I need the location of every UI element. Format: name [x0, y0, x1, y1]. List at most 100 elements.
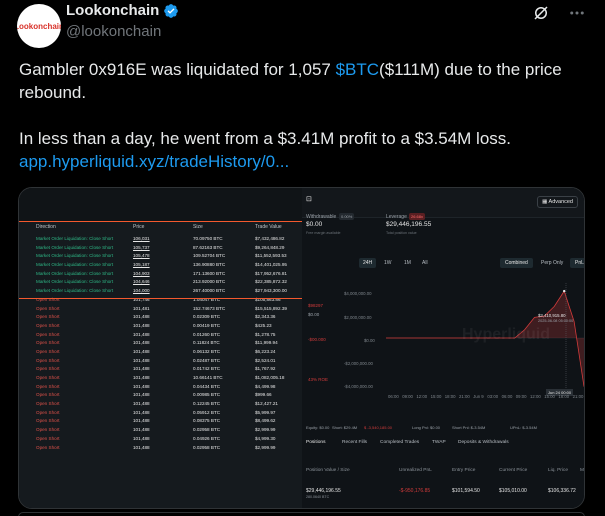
cell-price: 101,488	[133, 418, 150, 424]
timeframe-24h[interactable]: 24H	[359, 258, 377, 268]
verified-badge-icon	[164, 3, 179, 18]
y-tick: $0.00	[364, 338, 375, 343]
cell-trade-value: $14,401,025.95	[255, 262, 287, 268]
summary-item: Short: $29.4M	[332, 425, 358, 430]
mode-combined[interactable]: Combined	[500, 258, 533, 268]
cell-size: 0.04926 BTC	[193, 435, 221, 441]
trade-table-body: Market Order Liquidation: Close Short 106…	[19, 235, 302, 452]
cell-price: 104,646	[133, 279, 150, 285]
cell-size: 152.74673 BTC	[193, 305, 226, 311]
side-value: $98297	[308, 303, 324, 308]
cell-size: 87.62163 BTC	[193, 244, 223, 250]
cell-direction: Open Short	[36, 427, 60, 433]
tab-twap[interactable]: TWAP	[432, 440, 446, 445]
cell-direction: Open Short	[36, 357, 60, 363]
tab-deposits-withdrawals[interactable]: Deposits & Withdrawals	[458, 440, 509, 445]
cell-price: 101,488	[133, 322, 150, 328]
tweet-media-image[interactable]: Direction Price Size Trade Value Market …	[18, 187, 585, 509]
x-tick: 18:00	[558, 394, 570, 399]
summary-item: Short Pnl: $-3.54M	[452, 425, 486, 430]
cell-price: 101,488	[133, 383, 150, 389]
cell-size: 70.09750 BTC	[193, 236, 223, 241]
cashtag-btc[interactable]: $BTC	[335, 60, 380, 79]
pnl-chart[interactable]	[386, 283, 585, 393]
leverage-value: $29,446,196.55	[386, 221, 432, 228]
x-tick: 15:00	[544, 394, 555, 399]
advanced-button[interactable]: ▦ Advanced	[537, 196, 578, 208]
cell-direction: Open Short	[36, 375, 60, 380]
advanced-label: Advanced	[548, 199, 573, 205]
x-tick: 21:00	[572, 394, 584, 399]
cell-size: 0.02487 BTC	[193, 357, 221, 363]
cell-trade-value: $8,499.62	[255, 418, 276, 424]
table-row: Market Order Liquidation: Close Short 106…	[19, 235, 302, 244]
avatar-logo-text: Lookonchain	[17, 21, 61, 31]
table-row: Open Short 101,488 0.04926 BTC $4,999.30	[19, 435, 302, 444]
cell-size: 1.04047 BTC	[193, 296, 221, 302]
cell-direction: Market Order Liquidation: Close Short	[36, 236, 114, 241]
tab-completed-trades[interactable]: Completed Trades	[380, 440, 420, 445]
table-row: Open Short 101,488 0.06132 BTC $6,223.24	[19, 348, 302, 357]
cell-direction: Market Order Liquidation: Close Short	[36, 262, 114, 268]
avatar[interactable]: Lookonchain	[17, 4, 61, 48]
summary-item: $ -3,540,185.00	[364, 425, 393, 430]
cell-trade-value: $2,524.01	[255, 357, 276, 363]
mode-pnl[interactable]: PnL	[570, 258, 584, 268]
tab-recent-fills[interactable]: Recent Fills	[342, 440, 368, 445]
timeframe-all[interactable]: All	[422, 260, 428, 266]
tweet-text-segment: In less than a day, he went from a $3.41…	[19, 129, 512, 148]
cell-price: 101,488	[133, 314, 150, 320]
more-icon[interactable]	[567, 3, 587, 23]
col-trade-value: Trade Value	[255, 224, 282, 230]
author-name-row[interactable]: Lookonchain	[66, 2, 179, 19]
cell-direction: Open Short	[36, 444, 60, 450]
pos-col-value: Position Value / Size	[306, 468, 350, 473]
pos-entry: $101,594.50	[452, 488, 480, 494]
withdrawable-label: Withdrawable	[306, 214, 337, 220]
cell-size: 10.66141 BTC	[193, 375, 223, 380]
tweet-paragraph-1: Gambler 0x916E was liquidated for 1,057 …	[19, 58, 589, 104]
timeframe-1w[interactable]: 1W	[384, 260, 392, 266]
cell-trade-value: $2,999.99	[255, 444, 276, 450]
expand-icon[interactable]: ⊡	[306, 196, 312, 203]
author-name[interactable]: Lookonchain	[66, 2, 160, 19]
tweet-link[interactable]: app.hyperliquid.xyz/tradeHistory/0...	[19, 152, 290, 171]
cell-price: 101,488	[133, 348, 150, 354]
side-value: -$00.000	[308, 337, 326, 342]
cell-size: 0.01742 BTC	[193, 366, 221, 372]
trade-history-panel: Direction Price Size Trade Value Market …	[19, 188, 302, 508]
pos-col-liq: Liq. Price	[548, 468, 568, 473]
pnl-line	[386, 290, 584, 387]
tweet-text-segment: ($111M) due to the price rebound.	[19, 60, 562, 102]
col-direction: Direction	[36, 224, 56, 230]
x-tick: 03:00	[487, 394, 499, 399]
timeframe-1m[interactable]: 1M	[404, 260, 411, 266]
crosshair-time-label: Jun 24 00:00	[546, 389, 574, 396]
leverage-label: Leverage	[386, 214, 407, 220]
cell-direction: Open Short	[36, 409, 60, 415]
grok-icon[interactable]	[531, 3, 551, 23]
next-tweet-card	[18, 512, 585, 516]
pos-col-current: Current Price	[499, 468, 528, 473]
trade-history-top	[19, 188, 302, 221]
mode-perp-only[interactable]: Perp Only	[541, 260, 564, 266]
author-handle[interactable]: @lookonchain	[66, 23, 162, 40]
table-row: Market Order Liquidation: Close Short 104…	[19, 278, 302, 287]
cell-trade-value: $105,863.86	[255, 296, 281, 302]
cell-direction: Open Short	[36, 296, 60, 302]
y-tick: -$4,000,000.00	[344, 384, 373, 389]
tweet-text: Gambler 0x916E was liquidated for 1,057 …	[19, 58, 589, 173]
tab-positions[interactable]: Positions	[306, 440, 326, 445]
table-row: Open Short 101,488 0.04434 BTC $4,499.98	[19, 383, 302, 392]
cell-direction: Market Order Liquidation: Close Short	[36, 244, 114, 250]
table-row: Open Short 101,488 0.11824 BTC $11,999.94	[19, 339, 302, 348]
side-value: 43% ROE	[308, 377, 329, 382]
leverage-sub: Total position value	[386, 231, 417, 235]
table-row: Market Order Liquidation: Close Short 104…	[19, 270, 302, 279]
pos-current: $105,010.00	[499, 488, 527, 494]
cell-size: 0.00985 BTC	[193, 392, 221, 398]
summary-item: Long Pnl: $0.00	[412, 425, 441, 430]
cell-direction: Market Order Liquidation: Close Short	[36, 279, 114, 285]
x-tick: 18:00	[444, 394, 456, 399]
dashboard-panel: ⊡ ▦ Advanced Withdrawable 0.00% $0.00 Fr…	[302, 188, 585, 508]
